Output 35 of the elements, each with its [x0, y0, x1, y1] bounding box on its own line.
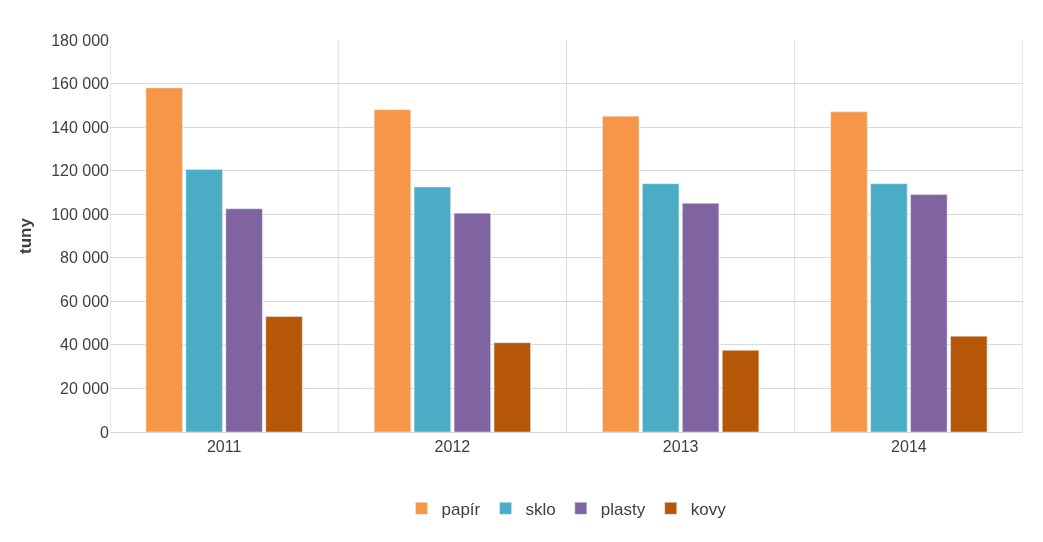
- bar: [493, 342, 531, 432]
- x-tick-label: 2013: [662, 438, 699, 456]
- y-tick-label: 20 000: [60, 380, 110, 398]
- bar: [225, 208, 263, 432]
- y-tick-label: 60 000: [60, 292, 110, 310]
- y-tick-label: 140 000: [51, 118, 110, 136]
- y-axis-title: tuny: [15, 217, 35, 254]
- bar: [602, 115, 640, 432]
- bar: [373, 109, 411, 432]
- y-tick-label: 180 000: [51, 31, 110, 49]
- bar: [682, 203, 720, 432]
- x-tick-label: 2011: [206, 438, 242, 456]
- bar: [910, 194, 948, 432]
- bar: [722, 350, 760, 432]
- y-tick-label: 120 000: [51, 162, 110, 180]
- legend-label: kovy: [690, 499, 727, 519]
- y-tick-label: 160 000: [51, 75, 110, 93]
- y-tick-label: 40 000: [60, 336, 110, 354]
- bar: [185, 169, 223, 432]
- legend-label: papír: [441, 499, 481, 519]
- bar: [265, 316, 303, 432]
- bar: [870, 183, 908, 432]
- bar: [642, 183, 680, 432]
- bar: [950, 335, 988, 432]
- x-tick-label: 2012: [434, 438, 471, 456]
- bar: [413, 186, 451, 432]
- bar: [145, 87, 183, 432]
- y-tick-label: 100 000: [51, 205, 110, 223]
- y-tick-label: 0: [100, 423, 110, 441]
- y-tick-label: 80 000: [60, 249, 110, 267]
- bar: [453, 212, 491, 432]
- legend-label: plasty: [600, 499, 646, 519]
- bar: [830, 111, 868, 432]
- x-tick-label: 2014: [891, 438, 927, 456]
- legend-label: sklo: [525, 499, 556, 519]
